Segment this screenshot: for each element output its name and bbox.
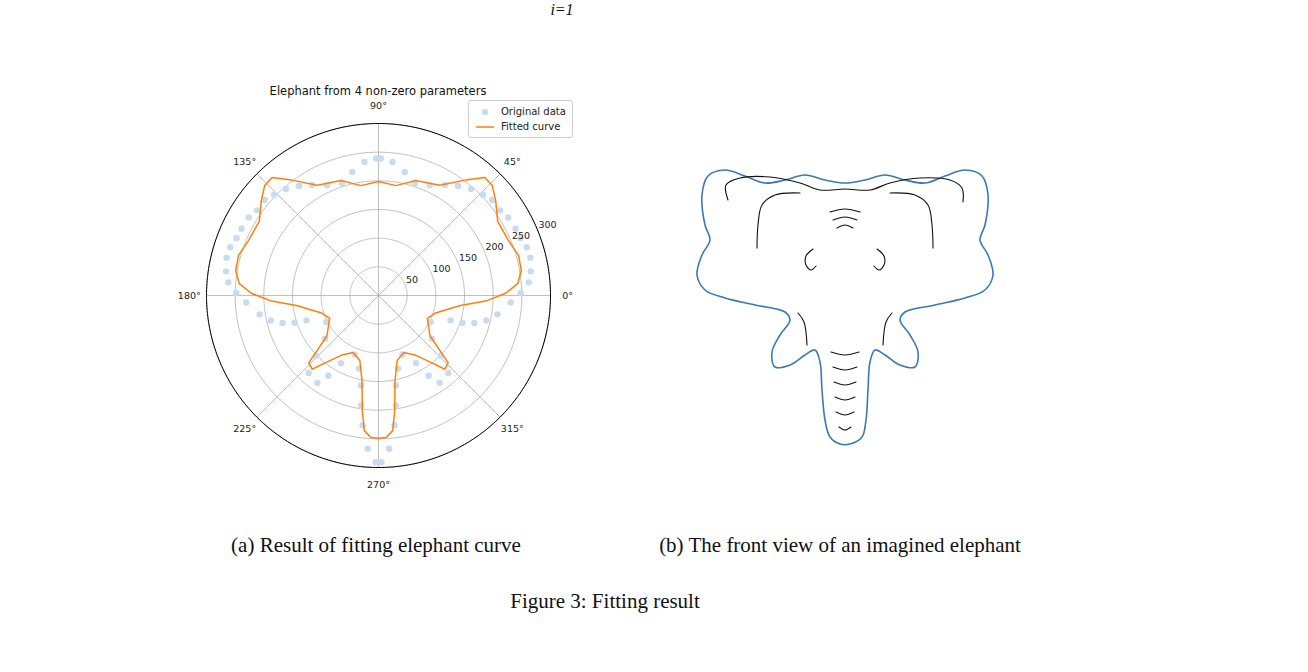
html-text:Original data: Original data xyxy=(501,106,566,117)
html-text:(b) The front view of an imagi: (b) The front view of an imagined elepha… xyxy=(659,533,1021,557)
html-text:Figure 3: Fitting result: Figure 3: Fitting result xyxy=(510,589,700,613)
svg-text:50: 50 xyxy=(406,274,418,285)
html-text:i=1: i=1 xyxy=(550,1,574,18)
svg-text:315°: 315° xyxy=(501,423,524,434)
html-text:Elephant from 4 non-zero param: Elephant from 4 non-zero parameters xyxy=(269,84,487,98)
svg-text:270°: 270° xyxy=(367,479,390,490)
svg-text:100: 100 xyxy=(432,263,450,274)
svg-text:135°: 135° xyxy=(233,156,256,167)
html-text:Fitted curve: Fitted curve xyxy=(501,121,561,132)
svg-text:0°: 0° xyxy=(562,290,573,301)
svg-text:225°: 225° xyxy=(233,423,256,434)
svg-text:45°: 45° xyxy=(504,156,521,167)
svg-text:150: 150 xyxy=(459,252,477,263)
svg-text:250: 250 xyxy=(512,230,530,241)
svg-text:180°: 180° xyxy=(178,290,201,301)
html-text:(a) Result of fitting elephant: (a) Result of fitting elephant curve xyxy=(231,533,521,557)
svg-text:300: 300 xyxy=(538,219,556,230)
svg-text:200: 200 xyxy=(485,241,503,252)
svg-text:90°: 90° xyxy=(370,100,387,111)
